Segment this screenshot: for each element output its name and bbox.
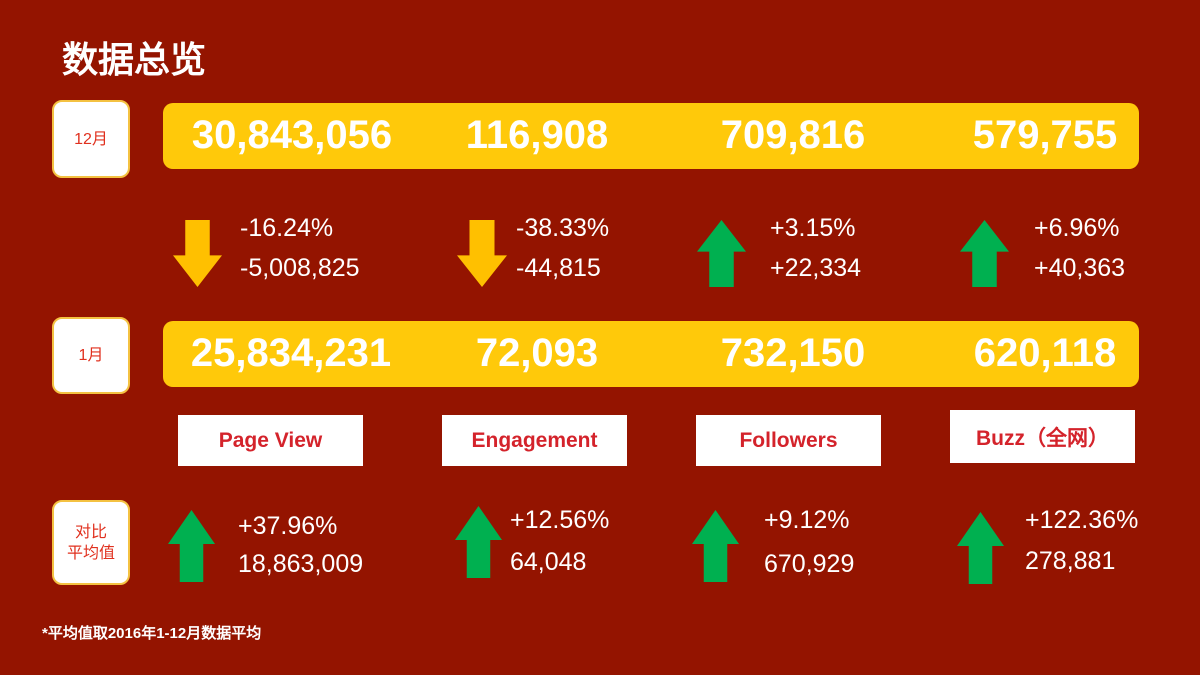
- december-engagement-value: 116,908: [465, 113, 609, 157]
- january-followers-value: 732,150: [720, 331, 866, 375]
- arrow-shape: [692, 510, 739, 582]
- row-label-december: 12月: [52, 100, 130, 178]
- arrow-down-icon: [173, 220, 222, 287]
- arrow-shape: [457, 220, 507, 287]
- metric-label-engagement: Engagement: [442, 415, 627, 466]
- row-label-average: 对比 平均值: [52, 500, 130, 585]
- arrow-shape: [960, 220, 1009, 287]
- january-buzz-value: 620,118: [973, 331, 1117, 375]
- change-percent: -38.33%: [516, 214, 610, 242]
- change-amount: -44,815: [516, 254, 601, 282]
- arrow-up-icon: [692, 510, 739, 582]
- month-change-buzz: +6.96% +40,363: [960, 213, 1160, 288]
- average-compare-buzz: +122.36% 278,881: [957, 500, 1147, 586]
- arrow-shape: [957, 512, 1004, 584]
- average-compare-engagement: +12.56% 64,048: [455, 500, 645, 580]
- compare-amount: 64,048: [510, 548, 587, 576]
- change-percent: +6.96%: [1034, 214, 1120, 242]
- december-page-view-value: 30,843,056: [191, 113, 393, 157]
- change-percent: -16.24%: [240, 214, 334, 242]
- month-change-engagement: -38.33% -44,815: [457, 213, 657, 288]
- arrow-up-icon: [960, 220, 1009, 287]
- row-label-january: 1月: [52, 317, 130, 394]
- arrow-up-icon: [957, 512, 1004, 584]
- arrow-shape: [168, 510, 215, 582]
- compare-percent: +12.56%: [510, 506, 610, 534]
- compare-amount: 18,863,009: [238, 550, 364, 578]
- metric-label-page-view: Page View: [178, 415, 363, 466]
- january-page-view-value: 25,834,231: [190, 331, 392, 375]
- average-compare-followers: +9.12% 670,929: [692, 500, 882, 584]
- metric-label-buzz: Buzz（全网）: [950, 410, 1135, 463]
- arrow-up-icon: [168, 510, 215, 582]
- arrow-up-icon: [455, 506, 502, 578]
- january-engagement-value: 72,093: [475, 331, 599, 375]
- change-amount: +40,363: [1034, 254, 1126, 282]
- arrow-down-icon: [457, 220, 507, 287]
- row-label-text-line1: 对比: [74, 523, 107, 541]
- arrow-up-icon: [697, 220, 746, 287]
- compare-percent: +122.36%: [1025, 506, 1139, 534]
- row-label-text-line2: 平均值: [66, 544, 115, 562]
- compare-percent: +9.12%: [764, 506, 850, 534]
- change-amount: -5,008,825: [240, 254, 360, 282]
- average-compare-page-view: +37.96% 18,863,009: [168, 505, 378, 585]
- compare-percent: +37.96%: [238, 512, 338, 540]
- january-values-bar: 25,834,231 72,093 732,150 620,118: [163, 321, 1139, 387]
- december-values-bar: 30,843,056 116,908 709,816 579,755: [163, 103, 1139, 169]
- compare-amount: 278,881: [1025, 547, 1116, 575]
- page-title: 数据总览: [62, 39, 207, 80]
- month-change-page-view: -16.24% -5,008,825: [173, 213, 373, 288]
- month-change-followers: +3.15% +22,334: [697, 213, 897, 288]
- compare-amount: 670,929: [764, 550, 855, 578]
- arrow-shape: [697, 220, 746, 287]
- arrow-shape: [173, 220, 222, 287]
- december-followers-value: 709,816: [720, 113, 866, 157]
- change-percent: +3.15%: [770, 214, 856, 242]
- footnote: *平均值取2016年1-12月数据平均: [42, 625, 262, 642]
- change-amount: +22,334: [770, 254, 862, 282]
- december-buzz-value: 579,755: [972, 113, 1118, 157]
- metric-label-followers: Followers: [696, 415, 881, 466]
- row-label-text: 12月: [74, 130, 108, 148]
- arrow-shape: [455, 506, 502, 578]
- row-label-text: 1月: [78, 347, 104, 364]
